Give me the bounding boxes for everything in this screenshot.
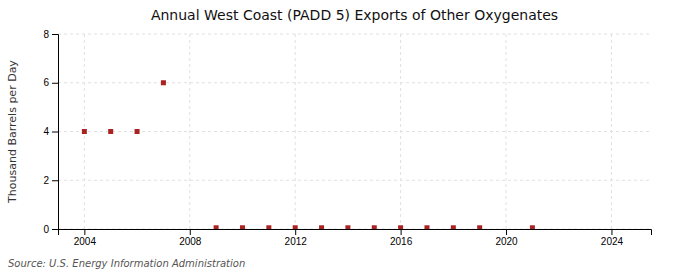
x-tick-mark [506, 229, 507, 235]
x-grid-line [506, 34, 507, 229]
x-tick-mark [84, 229, 85, 235]
point [161, 80, 166, 85]
y-grid-line [58, 82, 651, 83]
y-tick: 8 [43, 29, 58, 40]
y-tick: 4 [43, 126, 58, 137]
y-tick-mark [52, 132, 58, 133]
x-tick-label: 2012 [285, 236, 308, 247]
x-tick-label: 2004 [74, 236, 97, 247]
point [372, 225, 377, 229]
x-axis: 2004 2008 2012 2016 2020 2024 [59, 229, 652, 247]
point [240, 225, 245, 229]
y-axis: 0 2 4 6 8 [43, 29, 58, 235]
y-axis-label: Thousand Barrels per Day [6, 60, 19, 204]
y-tick-mark [52, 229, 58, 230]
x-tick-mark [295, 229, 296, 235]
x-tick-label: 2020 [495, 236, 518, 247]
point [319, 225, 324, 229]
x-tick-label: 2008 [179, 236, 202, 247]
point [345, 225, 350, 229]
y-grid-line [58, 180, 651, 181]
x-tick: 2024 [601, 229, 624, 247]
y-tick-label: 6 [43, 77, 49, 88]
y-tick-label: 8 [43, 29, 49, 40]
x-tick-label: 2024 [601, 236, 624, 247]
x-tick-mark [611, 229, 612, 235]
y-tick-mark [52, 180, 58, 181]
point [293, 225, 298, 229]
y-grid-line [58, 131, 651, 132]
x-tick-label: 2016 [390, 236, 413, 247]
y-grid-line [58, 34, 651, 35]
point [530, 225, 535, 229]
point [214, 225, 219, 229]
title: Annual West Coast (PADD 5) Exports of Ot… [151, 7, 558, 23]
x-axis-line [59, 230, 652, 236]
y-axis-line [52, 35, 59, 230]
plot: 2004 2008 2012 2016 2020 2024 0 2 4 6 8 [43, 29, 651, 247]
x-tick: 2020 [495, 229, 518, 247]
y-tick-mark [52, 83, 58, 84]
x-tick: 2004 [74, 229, 97, 247]
grid [58, 34, 651, 229]
point [82, 129, 87, 134]
point [108, 129, 113, 134]
x-tick: 2016 [390, 229, 413, 247]
y-tick-mark [52, 34, 58, 35]
y-tick: 2 [43, 175, 58, 186]
point [424, 225, 429, 229]
point [398, 225, 403, 229]
point [477, 225, 482, 229]
x-tick: 2012 [285, 229, 308, 247]
y-tick-label: 0 [43, 224, 49, 235]
point [451, 225, 456, 229]
y-tick: 0 [43, 224, 58, 235]
y-tick-label: 2 [43, 175, 49, 186]
x-tick: 2008 [179, 229, 202, 247]
point [266, 225, 271, 229]
x-tick-mark [401, 229, 402, 235]
annotation: Source: U.S. Energy Information Administ… [8, 258, 245, 269]
y-tick: 6 [43, 77, 58, 88]
chart: 2004 2008 2012 2016 2020 2024 0 2 4 6 8 Annual West… [0, 0, 675, 275]
y-tick-label: 4 [43, 126, 49, 137]
x-tick-mark [190, 229, 191, 235]
point [135, 129, 140, 134]
points [82, 80, 535, 229]
